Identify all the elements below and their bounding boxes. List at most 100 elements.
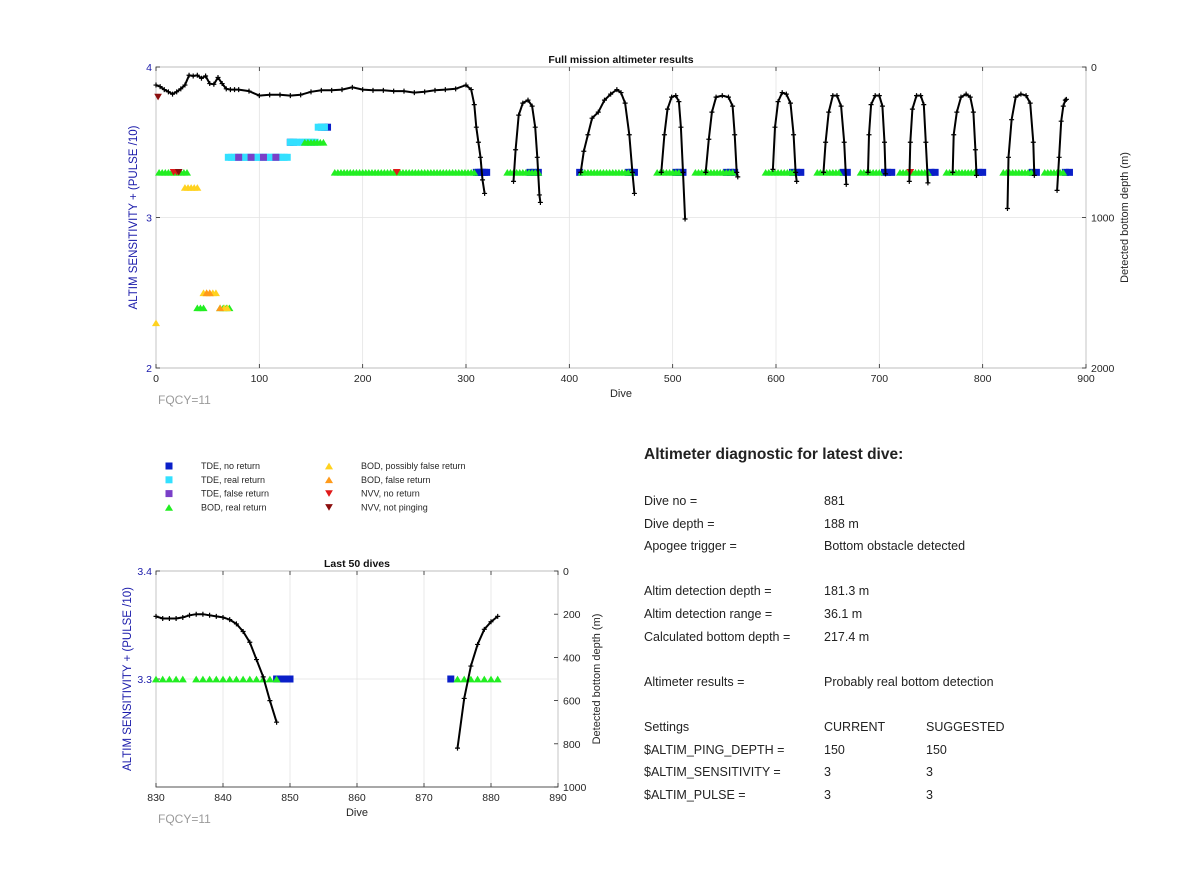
y2-tick-label: 800 [563, 739, 581, 751]
depth-point [532, 124, 538, 130]
depth-point [973, 172, 979, 178]
y2-tick-label: 200 [563, 609, 581, 621]
tde-no-return-marker [483, 168, 491, 176]
tde-no-return-marker [884, 168, 892, 176]
bod-real-return-marker [470, 169, 479, 176]
depth-point [823, 139, 829, 145]
y2-tick-label: 1000 [1091, 213, 1115, 225]
depth-point [463, 82, 469, 88]
depth-point [841, 139, 847, 145]
depth-point [380, 87, 386, 93]
depth-point [909, 106, 915, 112]
tde-no-return-marker [839, 168, 847, 176]
settings-row: $ALTIM_PULSE = 3 3 [644, 788, 1164, 811]
depth-point [260, 674, 266, 680]
bod-real-return-marker [232, 675, 241, 683]
legend: TDE, no return TDE, real return TDE, false… [164, 461, 466, 512]
depth-point [1006, 154, 1011, 160]
depth-point [298, 92, 304, 98]
legend-label: TDE, no return [201, 461, 260, 471]
depth-point [453, 86, 459, 92]
y-tick-label: 3 [146, 213, 152, 225]
depth-point [779, 90, 785, 96]
depth-point [1027, 100, 1033, 106]
bod-real-return-marker [164, 504, 174, 511]
tde-no-return-marker [843, 168, 851, 176]
bod-real-return-marker [728, 169, 737, 176]
y2-tick-label: 0 [1091, 62, 1097, 74]
depth-point [1054, 187, 1060, 193]
depth-point [511, 178, 517, 184]
depth-point [207, 81, 213, 87]
depth-point [153, 82, 159, 88]
depth-point [370, 87, 376, 93]
depth-point [477, 154, 483, 160]
tde-no-return-marker [286, 675, 294, 683]
tde-no-return-marker [975, 168, 983, 176]
depth-point [174, 89, 180, 95]
depth-point [247, 639, 253, 645]
depth-point [287, 93, 293, 99]
depth-point [254, 657, 259, 663]
bod-real-return-marker [239, 675, 248, 683]
bod-real-return-marker [319, 138, 328, 146]
settings-key: $ALTIM_PULSE = [644, 787, 746, 802]
depth-point [1056, 154, 1062, 160]
depth-point [481, 626, 487, 632]
depth-point [706, 136, 712, 142]
depth-point [882, 139, 887, 145]
depth-point [1004, 205, 1010, 211]
depth-point [1013, 94, 1019, 100]
depth-point [198, 75, 204, 81]
depth-point [709, 109, 715, 115]
legend-label: NVV, not pinging [361, 502, 428, 512]
diagnostic-row: Altim detection depth = 181.3 m [644, 584, 1164, 607]
depth-point [661, 132, 667, 138]
legend-label: TDE, false return [201, 489, 269, 499]
depth-point [1060, 103, 1066, 109]
settings-key: $ALTIM_SENSITIVITY = [644, 765, 781, 780]
depth-point [622, 100, 628, 106]
depth-point [925, 180, 931, 186]
depth-point [513, 147, 519, 153]
depth-point [223, 86, 229, 92]
x-tick-label: 0 [153, 373, 159, 385]
diagnostic-row: Altimeter results = Probably real bottom… [644, 675, 1164, 698]
depth-point [1031, 172, 1037, 178]
tde-real-return-marker [283, 153, 291, 161]
settings-suggested: 3 [926, 765, 933, 780]
depth-point [725, 94, 731, 100]
depth-point [461, 695, 467, 701]
bod-possibly-false-marker [324, 462, 334, 470]
depth-point [187, 612, 192, 618]
bod-possibly-false-marker [223, 304, 232, 312]
depth-point [735, 174, 741, 180]
depth-point [215, 75, 221, 81]
tde-no-return-marker [888, 168, 896, 176]
depth-point [529, 103, 535, 109]
bod-possibly-false-marker [151, 319, 161, 327]
bod-real-return-marker [198, 675, 207, 683]
bod-real-return-marker [493, 675, 502, 683]
depth-point [471, 102, 477, 108]
depth-point [219, 81, 225, 87]
depth-point [173, 616, 179, 622]
depth-point [629, 169, 635, 175]
depth-point [360, 87, 366, 93]
depth-point [194, 72, 200, 78]
x-tick-label: 100 [251, 373, 269, 385]
tde-no-return-marker [447, 675, 455, 683]
settings-key: $ALTIM_PING_DEPTH = [644, 742, 785, 757]
depth-point [233, 621, 239, 627]
depth-point [923, 139, 929, 145]
depth-point [160, 616, 166, 622]
x-tick-label: 300 [457, 373, 475, 385]
depth-point [673, 93, 679, 99]
depth-point [665, 106, 670, 112]
diagnostic-key: Dive depth = [644, 516, 715, 531]
depth-point [791, 132, 797, 138]
depth-point [211, 81, 217, 87]
bod-real-return-marker [875, 169, 884, 176]
bod-real-return-marker [165, 675, 174, 683]
